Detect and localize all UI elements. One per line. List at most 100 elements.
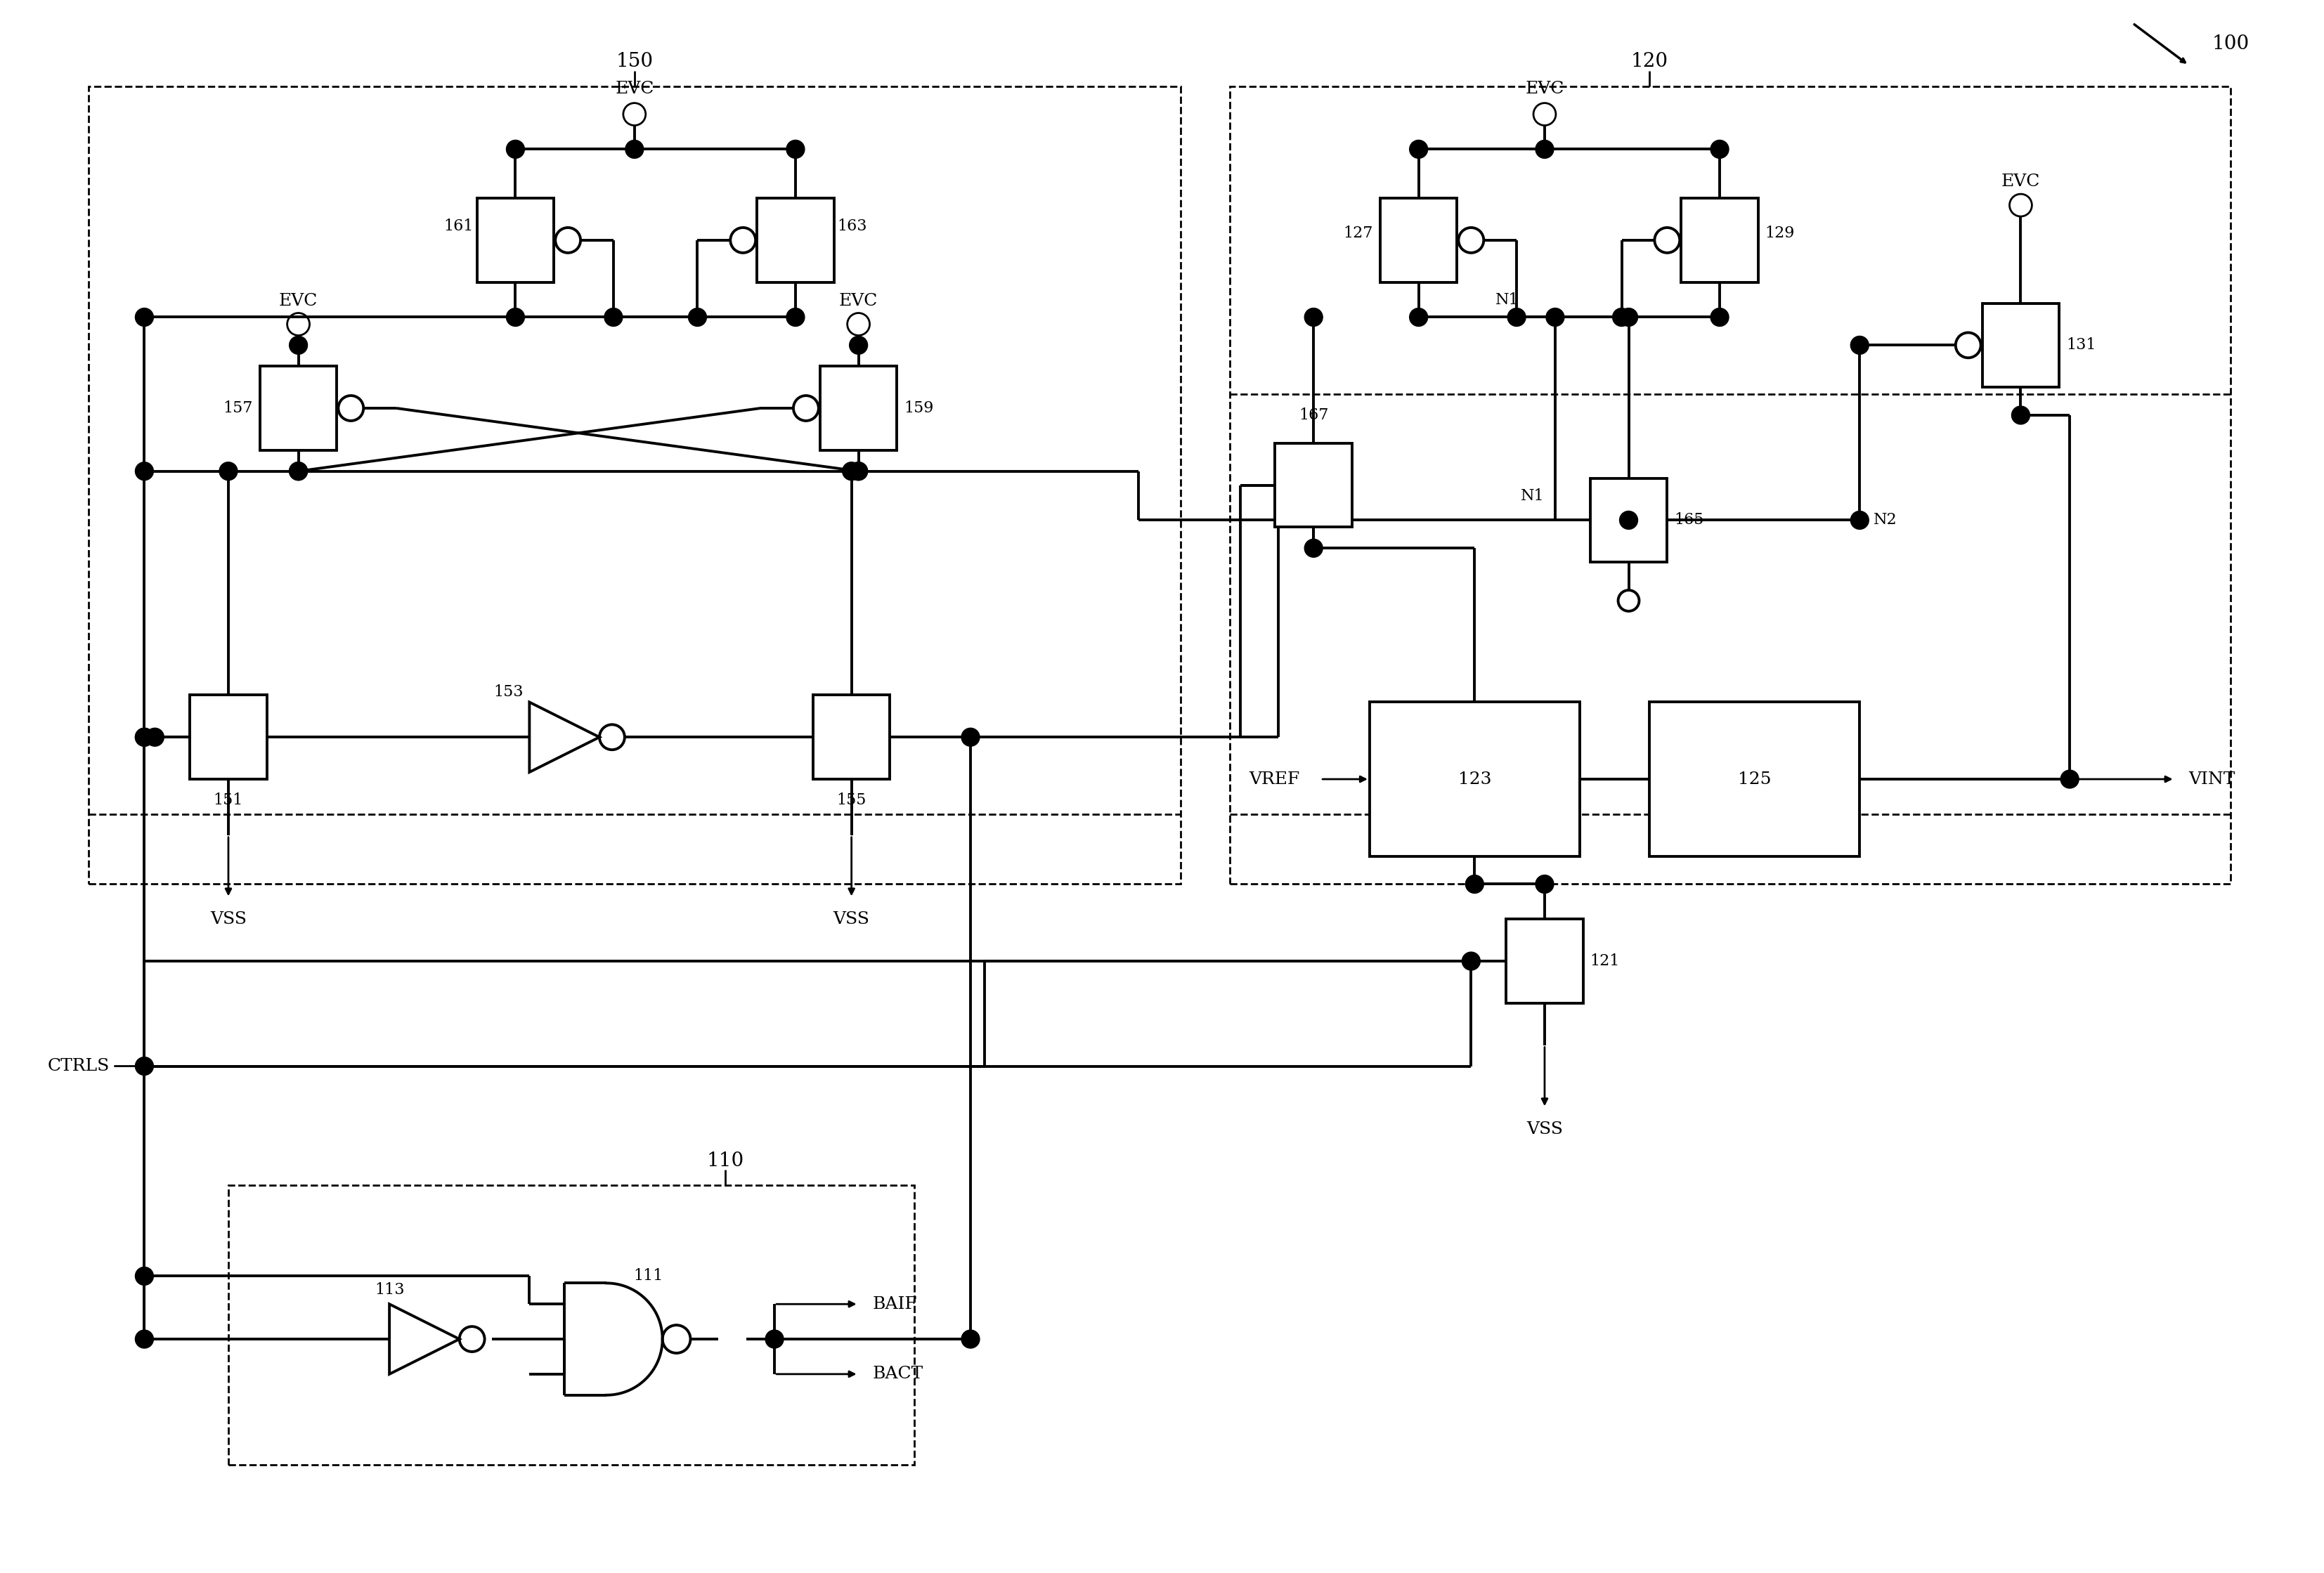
Circle shape — [848, 462, 867, 480]
Text: BACT: BACT — [872, 1365, 923, 1383]
Circle shape — [135, 728, 153, 746]
Circle shape — [507, 308, 525, 326]
Circle shape — [1304, 308, 1322, 326]
Text: 123: 123 — [1457, 771, 1492, 786]
Circle shape — [288, 462, 307, 480]
Text: EVC: EVC — [839, 293, 878, 308]
Text: CTRLS: CTRLS — [46, 1059, 109, 1074]
Text: 113: 113 — [374, 1282, 404, 1298]
Text: 151: 151 — [214, 793, 244, 809]
Text: 100: 100 — [2212, 35, 2250, 53]
Circle shape — [786, 308, 804, 326]
Bar — [1276, 444, 1353, 527]
Text: 163: 163 — [837, 219, 867, 234]
Bar — [88, 87, 1181, 884]
Text: N1: N1 — [1497, 293, 1520, 307]
Bar — [758, 198, 834, 282]
Circle shape — [135, 308, 153, 326]
Circle shape — [135, 1266, 153, 1285]
Circle shape — [1508, 308, 1527, 326]
Text: 150: 150 — [616, 52, 653, 71]
Circle shape — [1536, 875, 1555, 893]
Circle shape — [1304, 540, 1322, 557]
Text: VSS: VSS — [1527, 1122, 1564, 1137]
Circle shape — [848, 337, 867, 354]
Circle shape — [1850, 511, 1868, 529]
Circle shape — [1710, 140, 1729, 159]
Circle shape — [288, 462, 307, 480]
Polygon shape — [530, 702, 600, 772]
Text: 157: 157 — [223, 401, 253, 415]
Circle shape — [1850, 337, 1868, 354]
Text: 161: 161 — [444, 219, 474, 234]
Bar — [1369, 702, 1580, 856]
Text: VINT: VINT — [2189, 771, 2236, 786]
Text: 127: 127 — [1343, 225, 1373, 241]
Circle shape — [604, 308, 623, 326]
Bar — [228, 1184, 916, 1464]
Circle shape — [2013, 406, 2029, 425]
Circle shape — [507, 140, 525, 159]
Bar — [1229, 87, 2231, 884]
Circle shape — [1620, 308, 1638, 326]
Text: BAIF: BAIF — [872, 1296, 918, 1312]
Circle shape — [962, 728, 981, 746]
Bar — [476, 198, 553, 282]
Text: 111: 111 — [634, 1268, 662, 1284]
Text: 125: 125 — [1738, 771, 1771, 786]
Bar — [1590, 478, 1666, 562]
Text: 167: 167 — [1299, 407, 1329, 423]
Circle shape — [135, 1057, 153, 1076]
Text: EVC: EVC — [616, 80, 653, 96]
Circle shape — [688, 308, 706, 326]
Text: VSS: VSS — [209, 911, 246, 926]
Circle shape — [1408, 308, 1427, 326]
Text: EVC: EVC — [279, 293, 318, 308]
Text: 155: 155 — [837, 793, 867, 809]
Text: EVC: EVC — [2001, 173, 2040, 190]
Circle shape — [135, 462, 153, 480]
Circle shape — [1710, 308, 1729, 326]
Circle shape — [841, 462, 860, 480]
Text: 121: 121 — [1590, 953, 1620, 969]
Bar — [1506, 919, 1583, 1004]
Circle shape — [1408, 140, 1427, 159]
Circle shape — [848, 462, 867, 480]
Circle shape — [1462, 952, 1480, 971]
Circle shape — [1545, 308, 1564, 326]
Polygon shape — [390, 1304, 460, 1375]
Text: EVC: EVC — [1525, 80, 1564, 96]
Text: 153: 153 — [493, 684, 523, 700]
Bar — [1982, 304, 2059, 387]
Bar — [260, 367, 337, 450]
Circle shape — [135, 1331, 153, 1348]
Bar — [191, 695, 267, 779]
Circle shape — [135, 728, 153, 746]
Text: N1: N1 — [1520, 488, 1545, 503]
Circle shape — [765, 1331, 783, 1348]
Circle shape — [1620, 511, 1638, 529]
Text: 165: 165 — [1673, 513, 1703, 529]
Circle shape — [146, 728, 165, 746]
Bar — [1650, 702, 1859, 856]
Circle shape — [2061, 771, 2080, 788]
Text: 120: 120 — [1631, 52, 1669, 71]
Text: 159: 159 — [904, 401, 934, 415]
Circle shape — [786, 140, 804, 159]
Text: 110: 110 — [706, 1151, 744, 1170]
Bar — [1380, 198, 1457, 282]
Circle shape — [218, 462, 237, 480]
Bar — [813, 695, 890, 779]
Circle shape — [288, 337, 307, 354]
Bar — [1680, 198, 1759, 282]
Text: VSS: VSS — [834, 911, 869, 926]
Text: 129: 129 — [1766, 225, 1794, 241]
Text: N2: N2 — [1873, 513, 1896, 529]
Text: 131: 131 — [2066, 338, 2096, 352]
Circle shape — [625, 140, 644, 159]
Circle shape — [1613, 308, 1631, 326]
Circle shape — [1466, 875, 1483, 893]
Circle shape — [962, 1331, 981, 1348]
Circle shape — [1536, 140, 1555, 159]
Bar — [820, 367, 897, 450]
